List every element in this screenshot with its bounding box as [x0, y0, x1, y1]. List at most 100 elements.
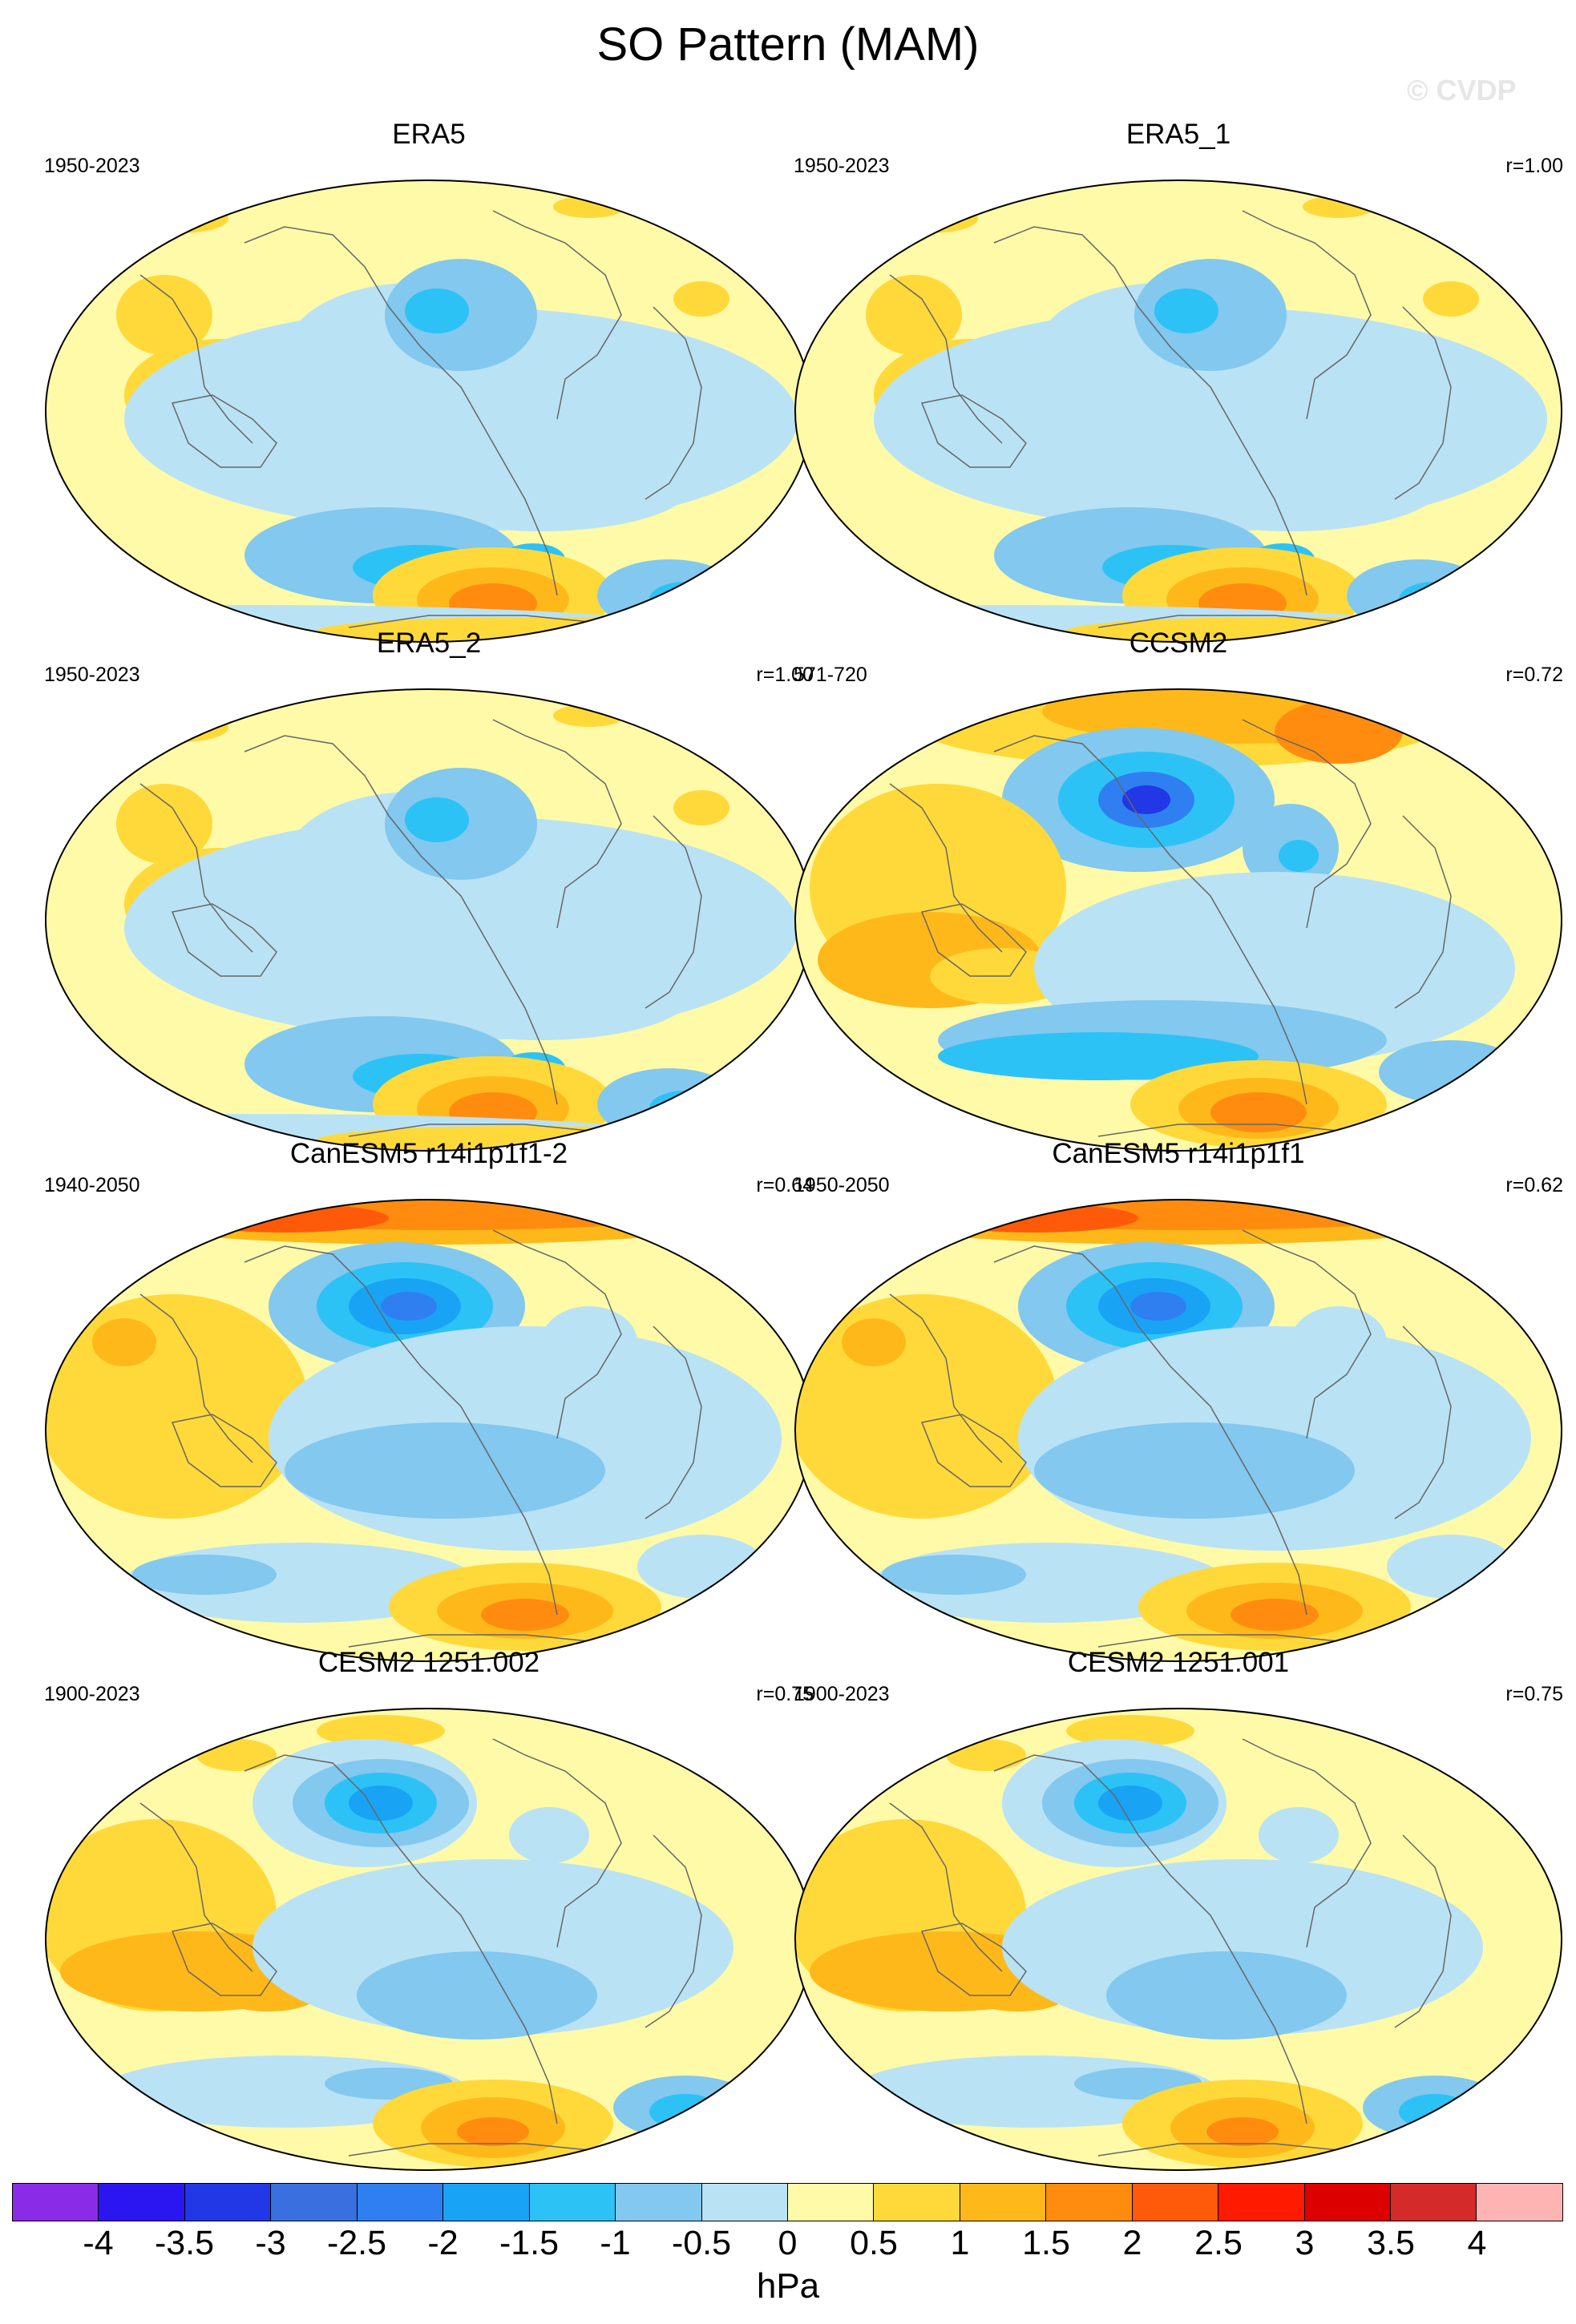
colorbar-swatch	[443, 2184, 529, 2221]
contour-region	[882, 1555, 1026, 1595]
contour-region	[44, 1294, 309, 1519]
contour-region	[1399, 582, 1471, 617]
colorbar-swatch	[1391, 2184, 1477, 2221]
map-panel: ERA5 1950-2023	[44, 119, 814, 648]
contour-region	[132, 1555, 277, 1595]
projected-map	[44, 179, 814, 644]
contour-region	[930, 1204, 1138, 1233]
contour-region	[405, 288, 469, 333]
colorbar-swatch	[358, 2184, 443, 2221]
colorbar-tick-label: 3.5	[1343, 2224, 1439, 2263]
contour-region	[1275, 700, 1403, 764]
contour-region	[1154, 288, 1218, 333]
colorbar-tick-label: 2.5	[1170, 2224, 1267, 2263]
colorbar-swatch	[185, 2184, 271, 2221]
map-panel: CCSM2 571-720 r=0.72	[794, 627, 1563, 1156]
watermark: © CVDP	[1407, 74, 1517, 107]
contour-region	[553, 196, 625, 218]
colorbar-tick-label: -3.5	[136, 2224, 232, 2263]
panel-title: ERA5_2	[44, 627, 814, 660]
contour-region	[349, 1785, 413, 1821]
colorbar-tick-label: -4	[51, 2224, 147, 2263]
colorbar-tick-label: 1	[912, 2224, 1008, 2263]
contour-region	[637, 1535, 766, 1599]
contour-region	[794, 1294, 1058, 1519]
map-panel: ERA5_2 1950-2023 r=1.00	[44, 627, 814, 1156]
map-panel: CESM2 1251.001 1900-2023 r=0.75	[794, 1647, 1563, 2176]
panel-correlation: r=0.72	[1505, 664, 1563, 687]
colorbar-swatch	[1305, 2184, 1391, 2221]
panel-title: CESM2 1251.001	[794, 1647, 1563, 1679]
contour-region	[597, 1068, 742, 1140]
colorbar-swatch	[271, 2184, 357, 2221]
panel-title: CCSM2	[794, 627, 1563, 660]
contour-region	[132, 204, 228, 233]
colorbar-swatch	[1133, 2184, 1218, 2221]
projected-map	[44, 1707, 814, 2172]
contour-region	[1230, 1599, 1319, 1631]
panel-years: 1940-2050	[44, 1174, 140, 1197]
projected-map	[44, 688, 814, 1152]
panel-title: CESM2 1251.002	[44, 1647, 814, 1679]
contour-region	[405, 797, 469, 842]
contour-region	[481, 1599, 569, 1631]
map-panel: ERA5_1 1950-2023 r=1.00	[794, 119, 1563, 648]
contour-region	[842, 1318, 906, 1366]
contour-region	[597, 559, 742, 631]
panel-years: 1900-2023	[44, 1683, 140, 1706]
colorbar-swatch	[874, 2184, 960, 2221]
contour-region	[649, 1091, 721, 1126]
contour-region	[1279, 840, 1319, 872]
contour-region	[673, 790, 729, 825]
panel-title: CanESM5 r14i1p1f1	[794, 1138, 1563, 1170]
colorbar-tick-label: -2.5	[309, 2224, 405, 2263]
colorbar-swatch	[1477, 2184, 1562, 2221]
contour-region	[1423, 281, 1479, 317]
contour-region	[457, 2117, 529, 2146]
colorbar-tick-label: -1	[568, 2224, 664, 2263]
contour-region	[1106, 1951, 1347, 2040]
projected-map	[794, 179, 1563, 644]
panel-title: CanESM5 r14i1p1f1-2	[44, 1138, 814, 1170]
contour-region	[1303, 196, 1375, 218]
panel-correlation: r=1.00	[1505, 155, 1563, 178]
panel-title: ERA5	[44, 119, 814, 151]
panel-years: 1950-2023	[44, 155, 140, 178]
projected-map	[794, 688, 1563, 1152]
map-panel: CanESM5 r14i1p1f1-2 1940-2050 r=0.64	[44, 1138, 814, 1667]
colorbar-swatch	[13, 2184, 99, 2221]
colorbar-swatch	[530, 2184, 616, 2221]
colorbar-tick-label: -2	[395, 2224, 491, 2263]
contour-region	[509, 1807, 589, 1863]
contour-region	[357, 1951, 597, 2040]
contour-region	[649, 582, 721, 617]
map-panel: CanESM5 r14i1p1f1 1950-2050 r=0.62	[794, 1138, 1563, 1667]
colorbar-tick-label: -0.5	[653, 2224, 750, 2263]
contour-region	[92, 1318, 156, 1366]
contour-region	[180, 1204, 389, 1233]
colorbar-swatch	[960, 2184, 1046, 2221]
colorbar-swatch	[1218, 2184, 1304, 2221]
colorbar-tick-label: -3	[223, 2224, 319, 2263]
contour-region	[553, 704, 625, 727]
colorbar-swatch	[99, 2184, 184, 2221]
projected-map	[794, 1198, 1563, 1663]
contour-region	[1206, 2117, 1279, 2146]
colorbar-tick-label: 0.5	[826, 2224, 922, 2263]
colorbar-swatch	[616, 2184, 701, 2221]
panel-years: 1900-2023	[794, 1683, 890, 1706]
contour-region	[1387, 1535, 1515, 1599]
contour-region	[946, 1739, 1026, 1771]
colorbar-units-label: hPa	[0, 2266, 1576, 2306]
panel-correlation: r=0.62	[1505, 1174, 1563, 1197]
figure-title: SO Pattern (MAM)	[0, 18, 1576, 71]
colorbar-tick-label: -1.5	[481, 2224, 577, 2263]
panel-correlation: r=0.75	[1505, 1683, 1563, 1706]
contour-region	[196, 1739, 277, 1771]
colorbar-tick-label: 0	[740, 2224, 836, 2263]
panel-years: 1950-2023	[794, 155, 890, 178]
colorbar-tick-label: 4	[1429, 2224, 1525, 2263]
panel-title: ERA5_1	[794, 119, 1563, 151]
colorbar-swatch	[702, 2184, 788, 2221]
contour-region	[673, 281, 729, 317]
